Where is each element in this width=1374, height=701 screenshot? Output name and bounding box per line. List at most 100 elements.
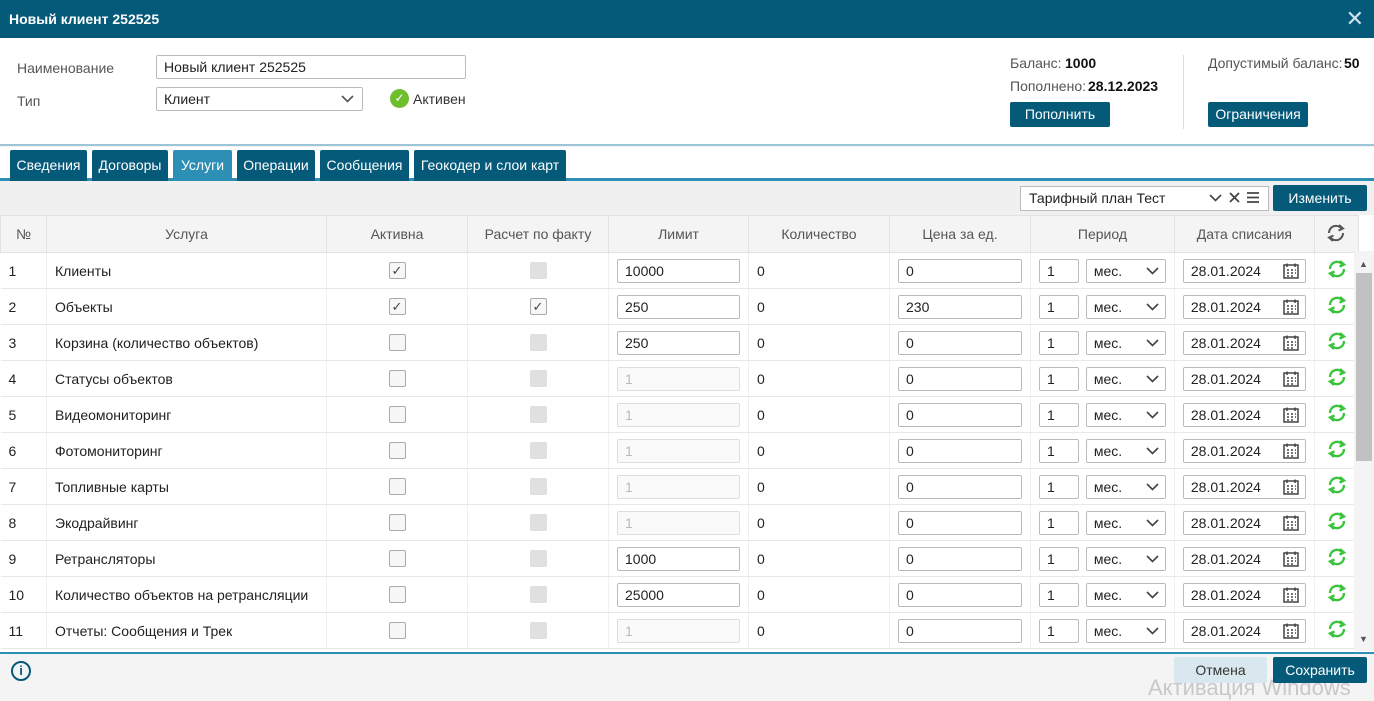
price-input[interactable]: 230 <box>898 294 1022 319</box>
period-unit-select[interactable]: мес. <box>1085 294 1166 319</box>
active-checkbox[interactable] <box>388 334 406 352</box>
price-input[interactable]: 0 <box>898 618 1022 643</box>
period-unit-select[interactable]: мес. <box>1085 330 1166 355</box>
refresh-icon[interactable] <box>1326 294 1347 314</box>
limit-input[interactable]: 25000 <box>617 582 740 607</box>
price-input[interactable]: 0 <box>898 438 1022 463</box>
period-count-input[interactable]: 1 <box>1039 330 1079 355</box>
limit-input[interactable]: 250 <box>617 294 740 319</box>
date-input[interactable]: 28.01.2024 <box>1182 546 1306 571</box>
type-select[interactable]: Клиент <box>156 87 363 111</box>
calendar-icon[interactable] <box>1282 334 1300 355</box>
refresh-icon[interactable] <box>1326 546 1347 566</box>
refresh-all-icon[interactable] <box>1313 215 1359 253</box>
period-unit-select[interactable]: мес. <box>1085 510 1166 535</box>
name-input[interactable]: Новый клиент 252525 <box>156 55 466 79</box>
price-input[interactable]: 0 <box>898 258 1022 283</box>
col-header-fact[interactable]: Расчет по факту <box>467 215 609 253</box>
price-input[interactable]: 0 <box>898 402 1022 427</box>
close-icon[interactable]: ✕ <box>1345 6 1364 31</box>
tab-geocoder[interactable]: Геокодер и слои карт <box>414 150 566 181</box>
refresh-icon[interactable] <box>1326 510 1347 530</box>
col-header-period[interactable]: Период <box>1030 215 1175 253</box>
active-checkbox[interactable] <box>388 478 406 496</box>
grid-scrollbar[interactable]: ▲ ▼ <box>1354 251 1374 651</box>
col-header-active[interactable]: Активна <box>326 215 468 253</box>
period-count-input[interactable]: 1 <box>1039 474 1079 499</box>
price-input[interactable]: 0 <box>898 474 1022 499</box>
active-checkbox[interactable] <box>388 622 406 640</box>
tab-contracts[interactable]: Договоры <box>92 150 168 181</box>
calendar-icon[interactable] <box>1282 586 1300 607</box>
col-header-date[interactable]: Дата списания <box>1173 215 1315 253</box>
date-input[interactable]: 28.01.2024 <box>1182 258 1306 283</box>
date-input[interactable]: 28.01.2024 <box>1182 510 1306 535</box>
calendar-icon[interactable] <box>1282 514 1300 535</box>
chevron-down-icon[interactable] <box>1209 189 1222 210</box>
period-count-input[interactable]: 1 <box>1039 546 1079 571</box>
refresh-icon[interactable] <box>1326 474 1347 494</box>
calendar-icon[interactable] <box>1282 406 1300 427</box>
date-input[interactable]: 28.01.2024 <box>1182 582 1306 607</box>
active-checkbox[interactable] <box>388 370 406 388</box>
refresh-icon[interactable] <box>1326 366 1347 386</box>
limit-input[interactable]: 10000 <box>617 258 740 283</box>
period-count-input[interactable]: 1 <box>1039 366 1079 391</box>
list-icon[interactable] <box>1246 189 1260 210</box>
tab-services[interactable]: Услуги <box>173 150 232 181</box>
date-input[interactable]: 28.01.2024 <box>1182 330 1306 355</box>
refresh-icon[interactable] <box>1326 582 1347 602</box>
calendar-icon[interactable] <box>1282 298 1300 319</box>
price-input[interactable]: 0 <box>898 330 1022 355</box>
clear-icon[interactable] <box>1228 189 1241 210</box>
refresh-icon[interactable] <box>1326 402 1347 422</box>
scrollbar-thumb[interactable] <box>1356 273 1372 461</box>
fact-checkbox[interactable]: ✓ <box>529 298 547 316</box>
price-input[interactable]: 0 <box>898 366 1022 391</box>
date-input[interactable]: 28.01.2024 <box>1182 402 1306 427</box>
scroll-down-icon[interactable]: ▼ <box>1359 634 1368 644</box>
active-checkbox[interactable] <box>388 550 406 568</box>
price-input[interactable]: 0 <box>898 546 1022 571</box>
tab-operations[interactable]: Операции <box>237 150 315 181</box>
topup-button[interactable]: Пополнить <box>1010 102 1110 127</box>
refresh-icon[interactable] <box>1326 438 1347 458</box>
active-checkbox[interactable] <box>388 406 406 424</box>
calendar-icon[interactable] <box>1282 370 1300 391</box>
period-count-input[interactable]: 1 <box>1039 618 1079 643</box>
period-unit-select[interactable]: мес. <box>1085 474 1166 499</box>
active-checkbox[interactable]: ✓ <box>388 298 406 316</box>
period-unit-select[interactable]: мес. <box>1085 618 1166 643</box>
price-input[interactable]: 0 <box>898 510 1022 535</box>
limit-input[interactable]: 1000 <box>617 546 740 571</box>
period-count-input[interactable]: 1 <box>1039 510 1079 535</box>
save-button[interactable]: Сохранить <box>1273 657 1367 683</box>
tab-messages[interactable]: Сообщения <box>320 150 409 181</box>
period-unit-select[interactable]: мес. <box>1085 258 1166 283</box>
period-unit-select[interactable]: мес. <box>1085 402 1166 427</box>
date-input[interactable]: 28.01.2024 <box>1182 618 1306 643</box>
col-header-number[interactable]: № <box>0 215 47 253</box>
active-checkbox[interactable]: ✓ <box>388 262 406 280</box>
cancel-button[interactable]: Отмена <box>1174 657 1267 683</box>
refresh-icon[interactable] <box>1326 330 1347 350</box>
date-input[interactable]: 28.01.2024 <box>1182 474 1306 499</box>
period-count-input[interactable]: 1 <box>1039 582 1079 607</box>
period-unit-select[interactable]: мес. <box>1085 546 1166 571</box>
active-checkbox[interactable] <box>388 514 406 532</box>
calendar-icon[interactable] <box>1282 478 1300 499</box>
calendar-icon[interactable] <box>1282 622 1300 643</box>
tariff-select[interactable]: Тарифный план Тест <box>1020 186 1269 211</box>
period-unit-select[interactable]: мес. <box>1085 366 1166 391</box>
period-count-input[interactable]: 1 <box>1039 402 1079 427</box>
info-icon[interactable]: i <box>11 661 31 681</box>
calendar-icon[interactable] <box>1282 442 1300 463</box>
calendar-icon[interactable] <box>1282 262 1300 283</box>
period-unit-select[interactable]: мес. <box>1085 582 1166 607</box>
period-count-input[interactable]: 1 <box>1039 438 1079 463</box>
tab-info[interactable]: Сведения <box>10 150 87 181</box>
period-count-input[interactable]: 1 <box>1039 294 1079 319</box>
period-unit-select[interactable]: мес. <box>1085 438 1166 463</box>
calendar-icon[interactable] <box>1282 550 1300 571</box>
date-input[interactable]: 28.01.2024 <box>1182 438 1306 463</box>
